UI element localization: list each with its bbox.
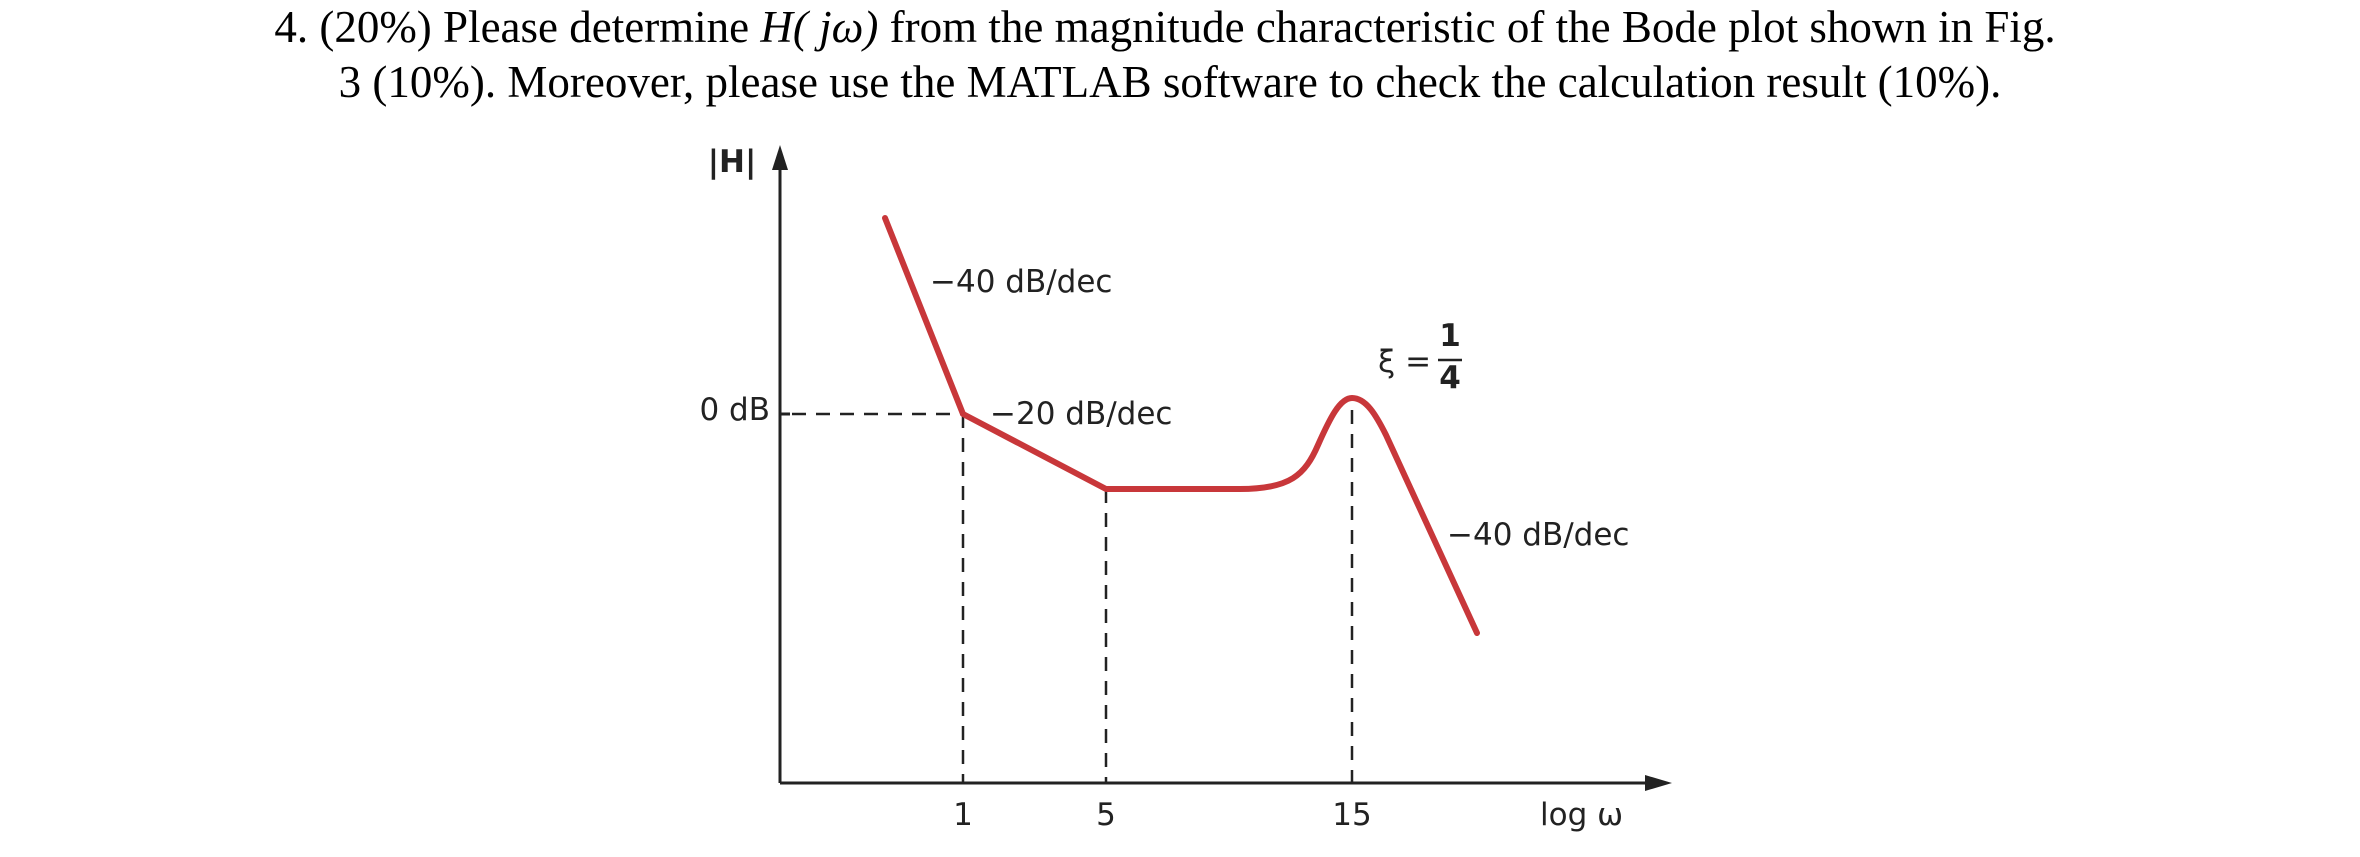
damping-denominator: 4 [1439,360,1461,396]
slope-label: −40 dB/dec [930,264,1112,300]
question-text: from the magnitude characteristic of the… [878,2,2055,52]
question-line-2: 3 (10%). Moreover, please use the MATLAB… [339,57,2002,107]
x-tick-label: 15 [1332,797,1371,833]
question-function: H( jω) [759,2,878,52]
damping-symbol: ξ = [1378,344,1431,380]
damping-numerator: 1 [1439,318,1461,354]
magnitude-curve [882,215,1480,636]
slope-label: −40 dB/dec [1447,517,1629,553]
x-axis-label: log ω [1540,797,1623,833]
x-tick-label: 1 [953,797,973,833]
y-axis-label: |H| [708,144,757,180]
slope-label: −20 dB/dec [990,396,1172,432]
x-tick-label: 5 [1096,797,1116,833]
question-text: 4. (20%) Please determine [274,2,760,52]
zero-level-label: 0 dB [699,392,770,428]
question-line-1: 4. (20%) Please determine H( jω) from th… [274,2,2055,52]
x-axis-arrow [1645,775,1672,791]
bode-figure: |H| 0 dB −40 dB/dec −20 dB/dec −40 dB/de… [699,144,1672,833]
y-axis-arrow [772,145,788,170]
